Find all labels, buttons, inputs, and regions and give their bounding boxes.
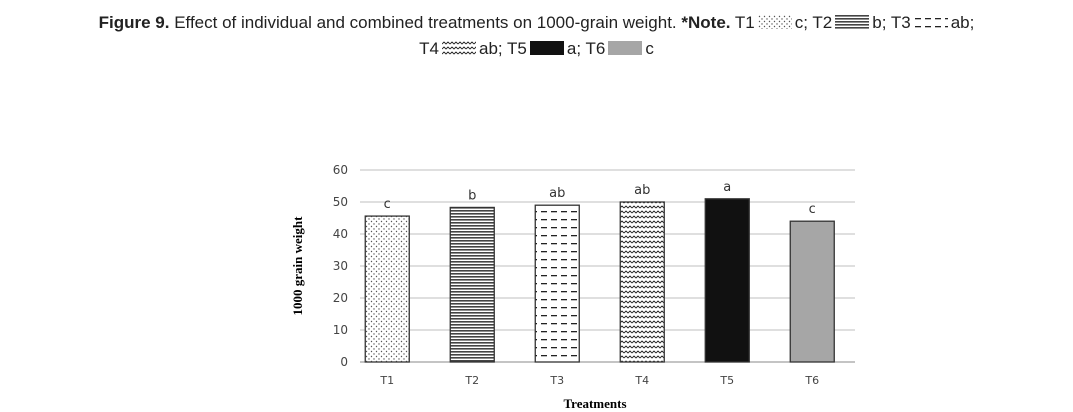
x-tick-label: T1 xyxy=(379,374,394,387)
legend-letter: a; xyxy=(566,39,582,58)
bar-label: b xyxy=(468,188,476,203)
legend: T1 c; T2 b; T3 ab; T4 ab; T5 a; T6 c xyxy=(419,13,974,58)
bar-T2 xyxy=(449,206,495,363)
bar-label: ab xyxy=(634,183,650,198)
legend-letter: b; xyxy=(872,13,887,32)
legend-swatch xyxy=(529,41,564,55)
legend-letter: c; xyxy=(794,13,808,32)
bar-label: c xyxy=(384,197,391,212)
legend-swatch xyxy=(441,41,476,55)
x-tick-label: T3 xyxy=(549,374,564,387)
y-tick-label: 20 xyxy=(333,291,348,305)
legend-letter: ab; xyxy=(478,39,503,58)
legend-name: T3 xyxy=(886,13,911,32)
legend-letter: c xyxy=(645,39,654,58)
y-tick-label: 60 xyxy=(333,163,348,177)
note-label: *Note. xyxy=(681,13,731,32)
x-axis-title: Treatments xyxy=(563,396,626,411)
bar-label: ab xyxy=(549,186,565,201)
y-tick-label: 30 xyxy=(333,259,348,273)
legend-swatch xyxy=(835,15,870,29)
legend-swatch xyxy=(757,15,792,29)
bar-T4 xyxy=(619,201,665,363)
legend-name: T2 xyxy=(808,13,833,32)
legend-name: T1 xyxy=(734,13,755,32)
y-axis-title: 1000 grain weight xyxy=(290,216,305,316)
legend-name: T5 xyxy=(502,39,527,58)
legend-name: T6 xyxy=(581,39,606,58)
bar-label: c xyxy=(809,202,816,217)
y-tick-label: 40 xyxy=(333,227,348,241)
x-tick-label: T4 xyxy=(634,374,649,387)
bar-T6 xyxy=(789,220,835,363)
bar-T3 xyxy=(534,204,580,363)
y-tick-label: 0 xyxy=(340,355,348,369)
x-tick-label: T2 xyxy=(464,374,479,387)
figure-caption: Figure 9. Effect of individual and combi… xyxy=(0,10,1073,62)
bar-T5 xyxy=(704,198,750,363)
figure-label: Figure 9. xyxy=(98,13,170,32)
y-tick-label: 50 xyxy=(333,195,348,209)
x-tick-label: T6 xyxy=(804,374,819,387)
legend-name: T4 xyxy=(419,39,439,58)
caption-text: Effect of individual and combined treatm… xyxy=(169,13,682,32)
legend-swatch xyxy=(608,41,643,55)
x-tick-label: T5 xyxy=(719,374,734,387)
bar-T1 xyxy=(364,215,410,363)
y-tick-label: 10 xyxy=(333,323,348,337)
legend-letter: ab; xyxy=(950,13,975,32)
legend-swatch xyxy=(913,15,948,29)
bar-label: a xyxy=(723,180,731,195)
